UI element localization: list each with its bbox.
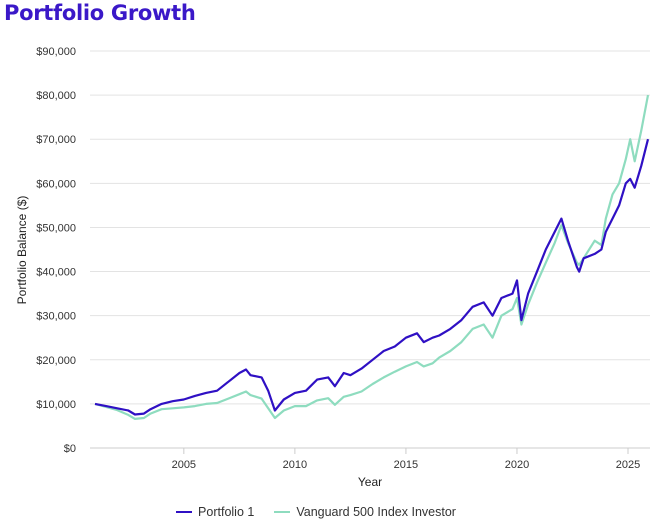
x-tick-label: 2005	[172, 459, 196, 471]
x-tick-label: 2010	[283, 459, 307, 471]
series-line-vanguard-500	[94, 94, 650, 420]
y-tick-label: $10,000	[36, 399, 76, 411]
y-tick-label: $30,000	[36, 311, 76, 323]
x-axis-label: Year	[358, 475, 382, 489]
x-tick-label: 2020	[505, 459, 529, 471]
y-axis-label: Portfolio Balance ($)	[15, 196, 29, 305]
legend-label: Vanguard 500 Index Investor	[296, 505, 456, 519]
chart-title: Portfolio Growth	[4, 1, 196, 25]
y-tick-label: $70,000	[36, 134, 76, 146]
y-tick-label: $50,000	[36, 222, 76, 234]
legend-item-portfolio-1[interactable]: Portfolio 1	[176, 505, 254, 519]
legend: Portfolio 1 Vanguard 500 Index Investor	[0, 505, 642, 519]
y-tick-label: $80,000	[36, 90, 76, 102]
x-tick-label: 2015	[394, 459, 418, 471]
series-line-portfolio-1	[94, 138, 650, 416]
legend-item-vanguard[interactable]: Vanguard 500 Index Investor	[274, 505, 456, 519]
y-tick-label: $0	[64, 443, 76, 455]
y-tick-label: $40,000	[36, 267, 76, 279]
legend-label: Portfolio 1	[198, 505, 255, 519]
y-tick-label: $60,000	[36, 178, 76, 190]
y-tick-label: $90,000	[36, 46, 76, 58]
y-tick-label: $20,000	[36, 355, 76, 367]
x-tick-label: 2025	[616, 459, 640, 471]
legend-swatch	[176, 510, 193, 514]
legend-swatch	[274, 510, 291, 514]
